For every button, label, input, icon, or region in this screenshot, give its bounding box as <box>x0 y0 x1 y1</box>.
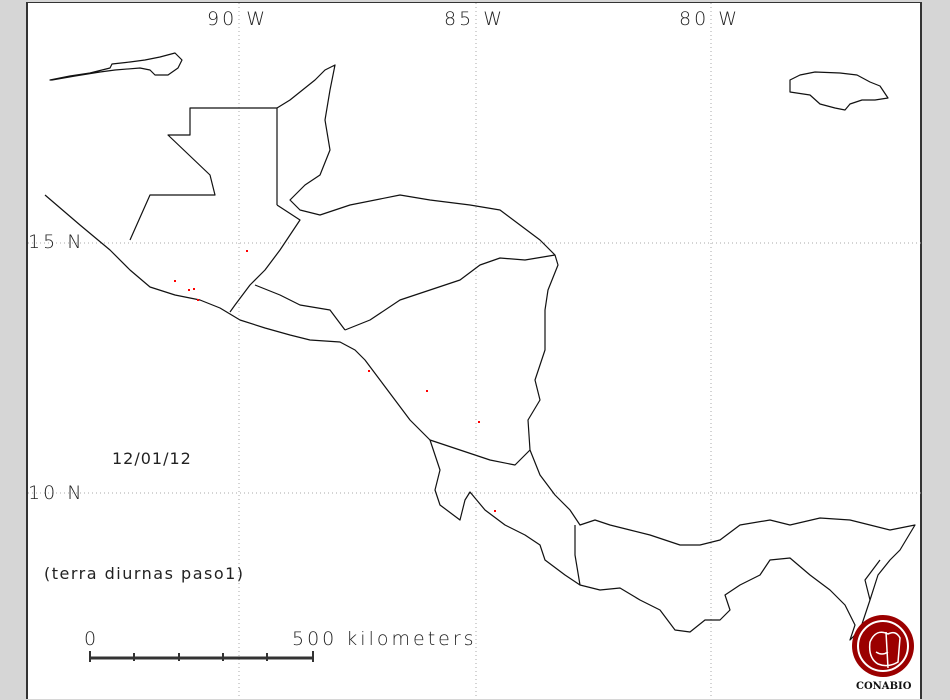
date-label: 12/01/12 <box>112 449 192 468</box>
hotspot-point <box>174 280 176 282</box>
lat-label-15n: 15 N <box>28 231 85 253</box>
border-guatemala-honduras <box>229 204 301 313</box>
hotspot-point <box>368 370 370 372</box>
hotspot-point <box>246 250 248 252</box>
hotspot-point <box>426 390 428 392</box>
hotspot-point <box>193 288 195 290</box>
graticule <box>28 3 921 698</box>
conabio-logo <box>852 615 914 677</box>
hotspot-point <box>197 299 199 301</box>
border-honduras-nicaragua <box>344 254 556 331</box>
hotspots <box>174 250 496 512</box>
lat-label-10n: 10 N <box>28 482 85 504</box>
border-panama-colombia <box>864 559 881 601</box>
border-mexico-guatemala <box>129 107 278 241</box>
lon-label-80w: 80 W <box>679 8 741 30</box>
coastline-central-america <box>44 64 916 641</box>
scale-bar <box>89 651 314 662</box>
lon-label-90w: 90 W <box>207 8 269 30</box>
border-elsalvador-honduras <box>254 284 346 331</box>
coastline-jamaica <box>789 71 889 111</box>
border-costarica-panama <box>574 525 581 586</box>
map-frame <box>26 2 922 699</box>
lon-label-85w: 85 W <box>444 8 506 30</box>
caption-label: (terra diurnas paso1) <box>44 564 245 583</box>
logo-text: CONABIO <box>856 681 912 692</box>
border-nicaragua-costarica <box>429 439 531 466</box>
scale-end-label: 500 kilometers <box>292 628 477 650</box>
scale-start-label: 0 <box>84 628 100 650</box>
hotspot-point <box>478 421 480 423</box>
coastline-cuba <box>49 52 183 81</box>
hotspot-point <box>188 289 190 291</box>
hotspot-point <box>494 510 496 512</box>
